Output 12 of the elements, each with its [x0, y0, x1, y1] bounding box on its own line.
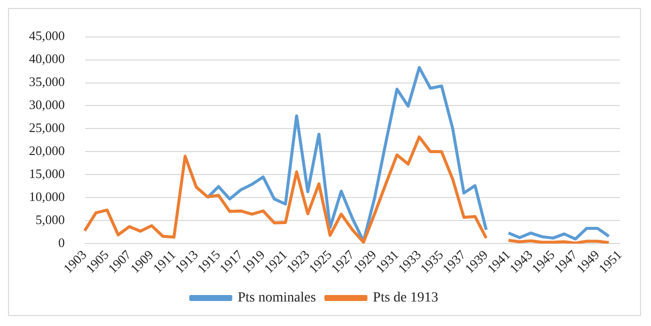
y-tick-label: 10,000: [29, 189, 65, 204]
y-tick-label: 25,000: [29, 120, 65, 136]
legend-label: Pts de 1913: [372, 290, 438, 306]
y-tick-label: 35,000: [29, 74, 65, 90]
y-tick-label: 15,000: [29, 166, 65, 182]
y-tick-label: 30,000: [29, 97, 65, 112]
y-tick-label: 5,000: [36, 212, 65, 228]
y-tick-label: 0: [58, 235, 65, 250]
legend-label: Pts nominales: [238, 290, 316, 306]
y-tick-label: 40,000: [29, 51, 65, 66]
y-tick-label: 20,000: [29, 143, 65, 158]
y-tick-label: 45,000: [29, 28, 65, 44]
